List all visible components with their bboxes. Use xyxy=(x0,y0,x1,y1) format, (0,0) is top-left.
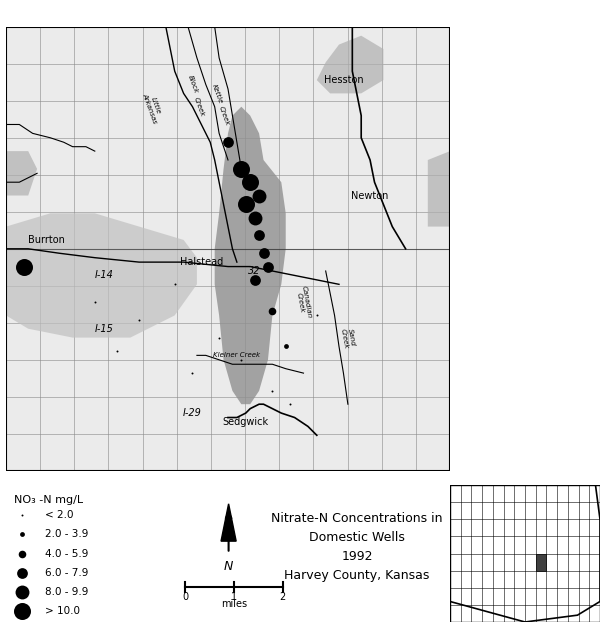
Text: miles: miles xyxy=(221,599,247,609)
Point xyxy=(259,248,268,258)
Text: Newton: Newton xyxy=(352,190,389,200)
Point xyxy=(17,606,26,616)
Point xyxy=(17,529,26,539)
Point xyxy=(286,399,295,409)
Point xyxy=(19,262,29,272)
Text: Hesston: Hesston xyxy=(323,75,363,85)
Text: Sand
Creek: Sand Creek xyxy=(340,327,356,349)
Point xyxy=(281,341,290,351)
Polygon shape xyxy=(6,151,37,195)
Point xyxy=(223,137,233,147)
Point xyxy=(241,200,251,210)
Polygon shape xyxy=(215,107,286,404)
Text: 2.0 - 3.9: 2.0 - 3.9 xyxy=(45,529,88,539)
Point xyxy=(263,262,273,272)
Text: 6.0 - 7.9: 6.0 - 7.9 xyxy=(45,568,88,578)
Text: Halstead: Halstead xyxy=(180,257,223,267)
Text: Block: Block xyxy=(187,75,199,95)
Text: Creek: Creek xyxy=(217,105,230,126)
Point xyxy=(112,346,122,356)
Text: Burrton: Burrton xyxy=(28,235,64,245)
Point xyxy=(236,355,246,364)
Text: Nitrate-N Concentrations in
Domestic Wells
1992
Harvey County, Kansas: Nitrate-N Concentrations in Domestic Wel… xyxy=(271,512,443,582)
Point xyxy=(254,190,264,200)
Polygon shape xyxy=(6,27,450,471)
Polygon shape xyxy=(6,213,197,338)
Text: Sedgwick: Sedgwick xyxy=(223,417,269,427)
Point xyxy=(90,297,100,307)
Text: 0: 0 xyxy=(182,592,188,601)
Text: < 2.0: < 2.0 xyxy=(45,510,74,520)
Text: Kleiner Creek: Kleiner Creek xyxy=(214,352,260,358)
Point xyxy=(268,306,277,316)
Point xyxy=(236,164,246,174)
Point xyxy=(254,231,264,241)
Point xyxy=(250,213,259,223)
Point xyxy=(245,177,255,187)
Point xyxy=(134,315,144,325)
Text: Kettle: Kettle xyxy=(211,83,223,104)
Polygon shape xyxy=(317,35,383,93)
Point xyxy=(188,368,197,378)
Polygon shape xyxy=(221,504,236,541)
Point xyxy=(17,568,26,578)
Point xyxy=(17,549,26,559)
Text: 2: 2 xyxy=(280,592,286,601)
Point xyxy=(17,587,26,597)
Point xyxy=(214,333,224,343)
Polygon shape xyxy=(428,151,450,226)
Text: 4.0 - 5.9: 4.0 - 5.9 xyxy=(45,549,88,559)
Bar xyxy=(536,554,547,571)
Text: I-29: I-29 xyxy=(183,408,202,418)
Text: 1: 1 xyxy=(231,592,237,601)
Point xyxy=(17,510,26,520)
Text: I-15: I-15 xyxy=(94,323,113,334)
Text: > 10.0: > 10.0 xyxy=(45,606,80,616)
Point xyxy=(312,310,322,320)
Point xyxy=(250,275,259,285)
Text: Canadian
Creek: Canadian Creek xyxy=(294,285,313,320)
Text: 8.0 - 9.9: 8.0 - 9.9 xyxy=(45,587,88,597)
Text: Little
Arkansas: Little Arkansas xyxy=(141,90,164,124)
Point xyxy=(170,279,179,289)
Text: I-14: I-14 xyxy=(94,271,113,281)
Text: 32: 32 xyxy=(248,266,261,276)
Text: Creek: Creek xyxy=(193,96,205,118)
Text: N: N xyxy=(224,560,233,573)
Point xyxy=(268,386,277,396)
Text: NO₃ -N mg/L: NO₃ -N mg/L xyxy=(14,494,83,504)
